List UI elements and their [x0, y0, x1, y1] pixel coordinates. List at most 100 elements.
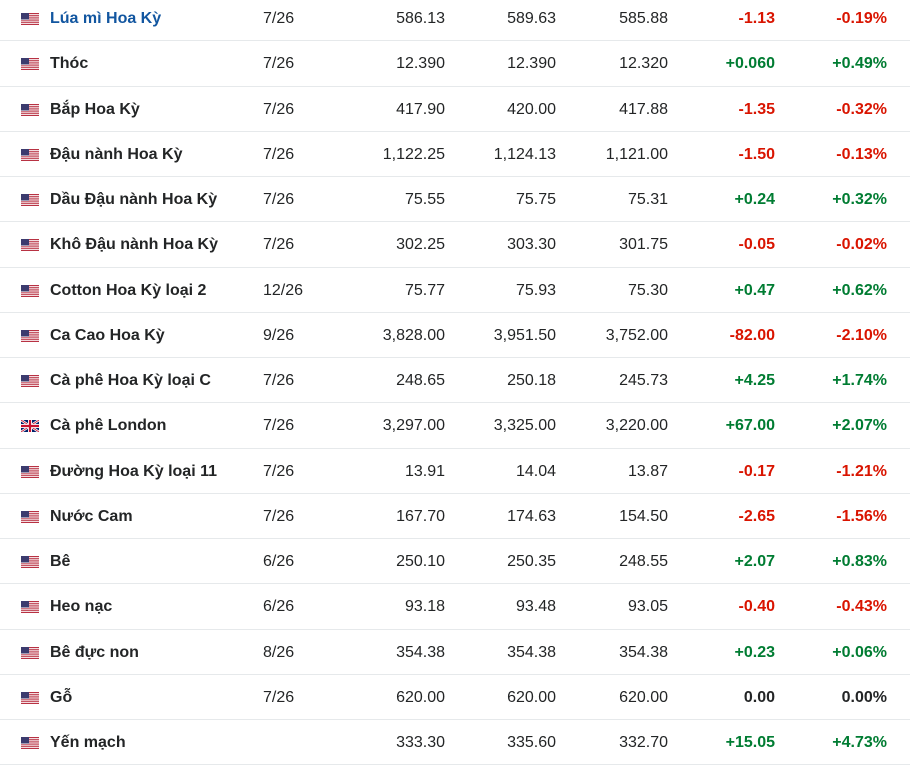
change-cell: +0.47	[734, 281, 775, 299]
pct-cell: -0.13%	[836, 145, 887, 163]
contract-month: 9/26	[263, 326, 295, 344]
high-cell: 75.93	[515, 281, 556, 299]
table-row[interactable]: Bắp Hoa Kỳ 7/26 417.90 420.00 417.88 -1.35 -0.…	[0, 87, 910, 132]
change-cell: -0.17	[738, 462, 775, 480]
low-cell: 332.70	[619, 734, 668, 751]
pct-cell: +4.73%	[832, 734, 887, 751]
commodity-name[interactable]: Khô Đậu nành Hoa Kỳ	[50, 236, 219, 254]
pct-cell: +0.83%	[832, 553, 887, 570]
pct-cell: -0.02%	[836, 236, 887, 254]
commodity-name[interactable]: Đường Hoa Kỳ loại 11	[50, 462, 217, 480]
change-cell: -0.40	[738, 598, 775, 616]
commodity-name[interactable]: Cotton Hoa Kỳ loại 2	[50, 281, 207, 299]
commodity-name[interactable]: Heo nạc	[50, 598, 113, 616]
high-cell: 335.60	[507, 734, 556, 751]
flag-icon	[21, 691, 39, 704]
high-cell: 250.18	[507, 372, 556, 389]
commodity-name[interactable]: Dầu Đậu nành Hoa Kỳ	[50, 191, 218, 208]
last-cell: 93.18	[404, 598, 445, 616]
last-cell: 75.77	[404, 281, 445, 299]
change-cell: -2.65	[738, 507, 775, 525]
table-row[interactable]: Lúa mì Hoa Kỳ 7/26 586.13 589.63 585.88 -1.13…	[0, 0, 910, 42]
contract-month: 7/26	[263, 145, 295, 163]
contract-month: 7/26	[263, 462, 295, 480]
table-row[interactable]: Đường Hoa Kỳ loại 11 7/26 13.91 14.04 13.87 -…	[0, 449, 910, 494]
commodity-name[interactable]: Bê đực non	[50, 643, 139, 661]
flag-icon	[21, 510, 39, 523]
flag-icon	[21, 737, 39, 749]
commodity-name[interactable]: Yến mạch	[50, 734, 126, 751]
table-row[interactable]: Dầu Đậu nành Hoa Kỳ 7/26 75.55 75.75 75.31 +0…	[0, 177, 910, 223]
contract-month: 6/26	[263, 598, 295, 616]
commodity-name[interactable]: Nước Cam	[50, 507, 133, 525]
flag-icon	[21, 58, 39, 71]
table-row[interactable]: Gỗ 7/26 620.00 620.00 620.00 0.00 0.00%	[0, 675, 910, 720]
table-row[interactable]: Thóc 7/26 12.390 12.390 12.320 +0.060 +0.49%	[0, 41, 910, 87]
last-cell: 12.390	[396, 55, 445, 73]
low-cell: 154.50	[619, 507, 668, 525]
high-cell: 303.30	[507, 236, 556, 254]
high-cell: 174.63	[507, 507, 556, 525]
commodity-name[interactable]: Cà phê Hoa Kỳ loại C	[50, 372, 211, 389]
contract-month: 7/26	[263, 191, 295, 208]
flag-icon	[21, 420, 39, 433]
change-cell: -82.00	[729, 326, 775, 344]
pct-cell: +2.07%	[832, 417, 887, 435]
flag-icon	[21, 375, 39, 387]
table-row[interactable]: Bê 6/26 250.10 250.35 248.55 +2.07 +0.83%	[0, 539, 910, 585]
pct-cell: +0.32%	[832, 191, 887, 208]
pct-cell: -0.32%	[836, 100, 887, 118]
flag-icon	[21, 465, 39, 478]
pct-cell: +1.74%	[832, 372, 887, 389]
table-row[interactable]: Yến mạch 333.30 335.60 332.70 +15.05 +4.73%	[0, 720, 910, 766]
low-cell: 93.05	[627, 598, 668, 616]
low-cell: 13.87	[627, 462, 668, 480]
table-row[interactable]: Khô Đậu nành Hoa Kỳ 7/26 302.25 303.30 301.7…	[0, 222, 910, 268]
table-row[interactable]: Nước Cam 7/26 167.70 174.63 154.50 -2.65 -1.56…	[0, 494, 910, 539]
commodity-name[interactable]: Ca Cao Hoa Kỳ	[50, 326, 165, 344]
pct-cell: +0.62%	[832, 281, 887, 299]
table-row[interactable]: Cà phê Hoa Kỳ loại C 7/26 248.65 250.18 245.…	[0, 358, 910, 404]
change-cell: +15.05	[725, 734, 775, 751]
high-cell: 354.38	[507, 643, 556, 661]
table-row[interactable]: Heo nạc 6/26 93.18 93.48 93.05 -0.40 -0.43%	[0, 584, 910, 630]
change-cell: -0.05	[738, 236, 775, 254]
last-cell: 586.13	[396, 10, 445, 27]
change-cell: 0.00	[743, 688, 775, 706]
low-cell: 12.320	[619, 55, 668, 73]
commodity-name[interactable]: Gỗ	[50, 688, 73, 706]
commodity-name[interactable]: Bê	[50, 553, 71, 570]
table-row[interactable]: Cotton Hoa Kỳ loại 2 12/26 75.77 75.93 75.30…	[0, 268, 910, 313]
high-cell: 1,124.13	[493, 145, 556, 163]
table-row[interactable]: Cà phê London 7/26 3,297.00 3,325.00 3,220.0…	[0, 403, 910, 449]
commodity-name[interactable]: Cà phê London	[50, 417, 167, 435]
table-row[interactable]: Ca Cao Hoa Kỳ 9/26 3,828.00 3,951.50 3,752.0…	[0, 313, 910, 358]
low-cell: 620.00	[619, 688, 668, 706]
table-row[interactable]: Bê đực non 8/26 354.38 354.38 354.38 +0.23 +0.…	[0, 630, 910, 675]
change-cell: +0.23	[734, 643, 775, 661]
last-cell: 333.30	[396, 734, 445, 751]
table-row[interactable]: Đậu nành Hoa Kỳ 7/26 1,122.25 1,124.13 1,121…	[0, 132, 910, 177]
low-cell: 75.30	[627, 281, 668, 299]
last-cell: 417.90	[396, 100, 445, 118]
high-cell: 12.390	[507, 55, 556, 73]
contract-month: 7/26	[263, 372, 295, 389]
high-cell: 620.00	[507, 688, 556, 706]
high-cell: 3,325.00	[493, 417, 556, 435]
change-cell: +67.00	[725, 417, 775, 435]
high-cell: 75.75	[515, 191, 556, 208]
commodity-name[interactable]: Thóc	[50, 55, 89, 73]
low-cell: 75.31	[627, 191, 668, 208]
change-cell: +0.060	[725, 55, 775, 73]
commodity-name[interactable]: Lúa mì Hoa Kỳ	[50, 10, 162, 27]
commodity-name[interactable]: Bắp Hoa Kỳ	[50, 100, 140, 118]
contract-month: 12/26	[263, 281, 304, 299]
last-cell: 250.10	[396, 553, 445, 570]
flag-icon	[21, 239, 39, 252]
high-cell: 93.48	[515, 598, 556, 616]
commodity-name[interactable]: Đậu nành Hoa Kỳ	[50, 145, 183, 163]
last-cell: 13.91	[404, 462, 445, 480]
low-cell: 585.88	[619, 10, 668, 27]
